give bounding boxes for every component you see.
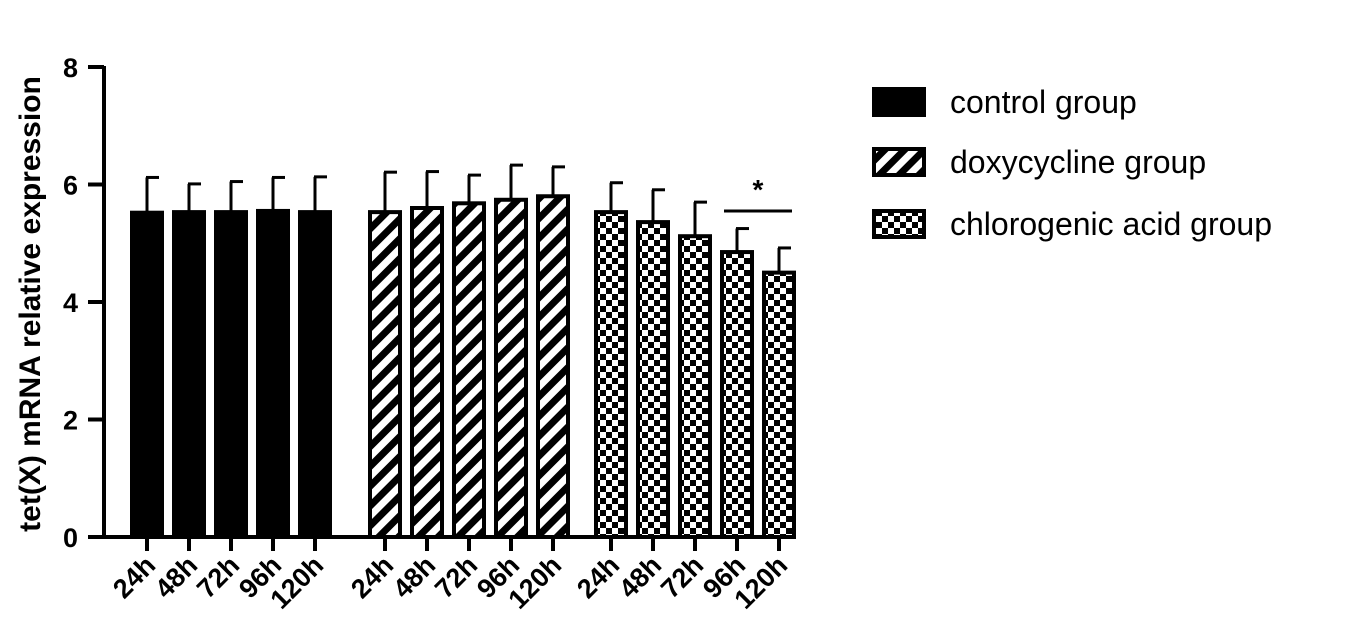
bar bbox=[368, 210, 402, 540]
annotations: * bbox=[724, 174, 792, 213]
x-tick-label: 48h bbox=[149, 550, 203, 604]
legend-label: doxycycline group bbox=[950, 144, 1206, 180]
legend-swatch bbox=[872, 147, 926, 177]
x-tick-label: 72h bbox=[191, 550, 245, 604]
legend-swatch bbox=[872, 209, 926, 239]
y-tick-label: 6 bbox=[63, 171, 78, 201]
y-tick-label: 0 bbox=[63, 523, 78, 553]
bar bbox=[678, 234, 712, 539]
x-tick-label: 24h bbox=[107, 550, 161, 604]
bars bbox=[130, 163, 796, 540]
x-tick-label: 24h bbox=[345, 550, 399, 604]
x-tick-label: 72h bbox=[429, 550, 483, 604]
bar bbox=[410, 206, 444, 539]
significance-label: * bbox=[753, 174, 764, 205]
bar bbox=[214, 210, 248, 540]
x-tick-label: 24h bbox=[571, 550, 625, 604]
bar bbox=[762, 270, 796, 539]
bar bbox=[130, 210, 164, 539]
y-tick-label: 4 bbox=[63, 288, 78, 318]
bar bbox=[594, 210, 628, 540]
bar bbox=[452, 201, 486, 540]
y-tick-label: 2 bbox=[63, 406, 78, 436]
y-tick-label: 8 bbox=[63, 53, 78, 83]
bar bbox=[494, 197, 528, 539]
bar bbox=[536, 194, 570, 539]
legend-label: chlorogenic acid group bbox=[950, 206, 1272, 242]
legend: control group doxycycline group chlorogeni… bbox=[872, 84, 1272, 242]
bar bbox=[256, 208, 290, 539]
x-tick-label: 72h bbox=[655, 550, 709, 604]
x-tick-label: 48h bbox=[613, 550, 667, 604]
legend-label: control group bbox=[950, 84, 1137, 120]
bar bbox=[298, 210, 332, 540]
y-axis-title: tet(X) mRNA relative expression bbox=[14, 76, 47, 532]
bar bbox=[720, 250, 754, 539]
x-tick-label: 48h bbox=[387, 550, 441, 604]
bar bbox=[172, 210, 206, 540]
bar bbox=[636, 220, 670, 539]
legend-swatch bbox=[872, 87, 926, 117]
